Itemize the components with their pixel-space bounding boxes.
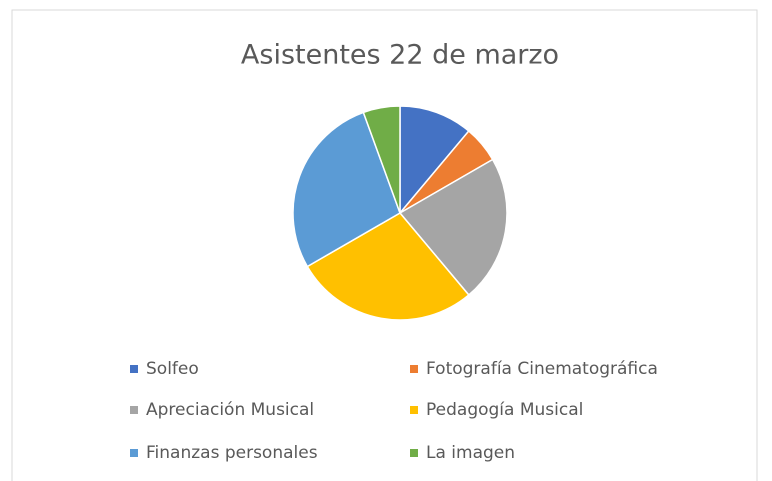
legend-label: La imagen — [426, 443, 515, 463]
legend-swatch — [130, 406, 138, 414]
pie-slice — [399, 105, 470, 216]
legend-swatch — [410, 449, 418, 457]
legend-label: Pedagogía Musical — [426, 400, 583, 420]
legend-label: Apreciación Musical — [146, 400, 314, 420]
pie-slice — [398, 158, 508, 297]
legend-swatch — [130, 365, 138, 373]
pie-slice — [362, 105, 401, 214]
legend-swatch — [410, 365, 418, 373]
pie-slice — [292, 111, 401, 268]
pie-slice — [306, 212, 470, 321]
legend-swatch — [130, 449, 138, 457]
legend-label: Solfeo — [146, 359, 199, 379]
legend-label: Finanzas personales — [146, 443, 318, 463]
chart-title: Asistentes 22 de marzo — [241, 40, 559, 71]
legend-swatch — [410, 406, 418, 414]
legend-label: Fotografía Cinematográfica — [426, 359, 658, 379]
